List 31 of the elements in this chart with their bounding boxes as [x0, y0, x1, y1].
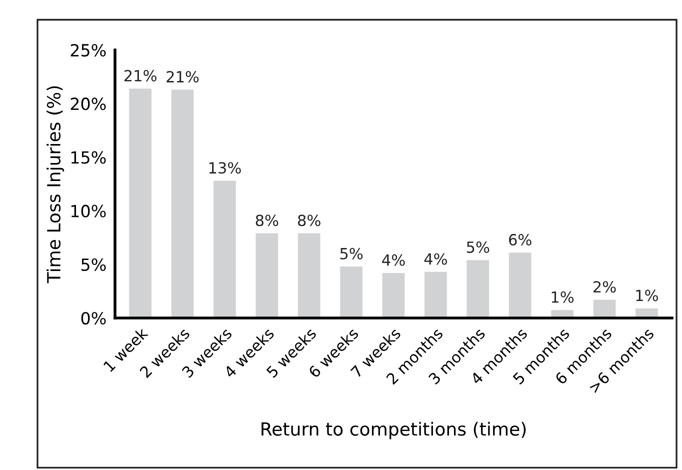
y-tick-label: 0%	[81, 312, 106, 325]
data-label: 5%	[466, 241, 490, 253]
data-label: 6%	[509, 234, 532, 246]
bar	[256, 233, 278, 318]
data-label: 13%	[209, 162, 241, 174]
bar	[382, 272, 405, 318]
data-label: 2%	[593, 281, 616, 293]
bar	[508, 252, 532, 318]
y-tick-label: 5%	[82, 258, 106, 271]
data-label: 5%	[340, 248, 363, 260]
bar	[466, 260, 490, 318]
data-label: 8%	[256, 214, 278, 226]
bar	[171, 90, 194, 318]
x-axis-title: Return to competitions (time)	[262, 422, 526, 440]
bar	[214, 180, 236, 318]
y-tick-label: 15%	[71, 151, 106, 164]
data-label: 4%	[382, 254, 405, 266]
y-tick-label: 25%	[70, 44, 106, 57]
y-tick-label: 20%	[70, 98, 106, 110]
bar	[424, 272, 447, 318]
bar	[129, 88, 152, 318]
data-label: 21%	[124, 70, 156, 82]
data-label: 1%	[636, 290, 658, 302]
data-label: 8%	[298, 214, 320, 226]
data-label: 21%	[166, 70, 199, 83]
bar	[298, 233, 320, 318]
y-tick-label: 10%	[71, 204, 106, 218]
data-label: 1%	[552, 291, 574, 303]
bar	[340, 266, 362, 318]
data-label: 4%	[424, 253, 447, 265]
y-axis-title: Time Loss Injuries (%)	[46, 86, 64, 284]
